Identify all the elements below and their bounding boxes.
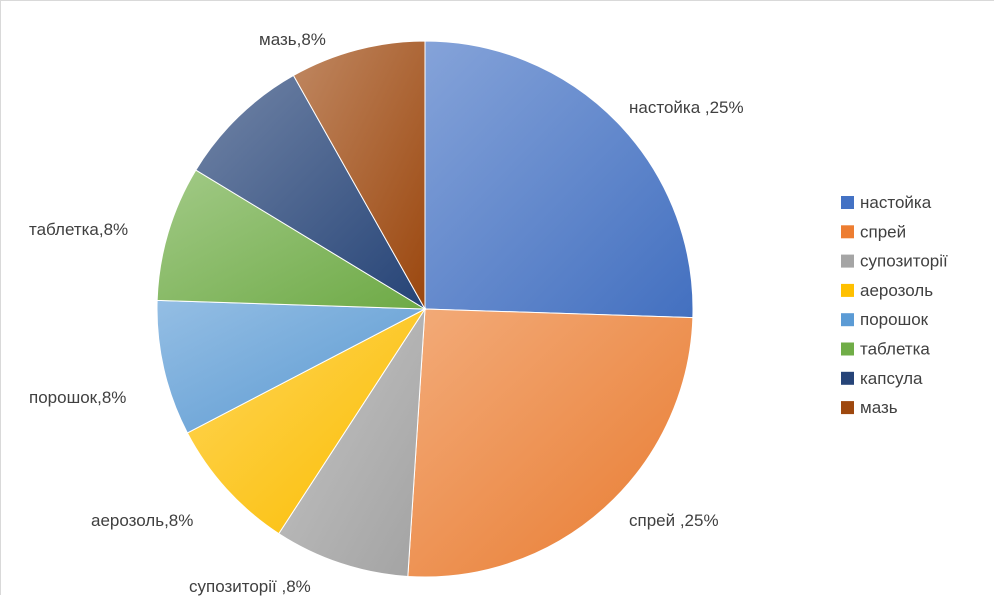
legend-label-порошок: порошок: [860, 310, 929, 329]
legend-label-капсула: капсула: [860, 369, 923, 388]
legend-swatch-мазь: [841, 401, 854, 415]
legend-swatch-спрей: [841, 225, 854, 239]
legend-swatch-капсула: [841, 371, 854, 385]
data-label-таблетка: таблетка,8%: [29, 220, 128, 239]
legend: настойка спрей супозиторії аерозоль порошок т…: [841, 193, 948, 417]
data-label-аерозоль: аерозоль,8%: [91, 511, 193, 530]
legend-label-супозиторії: супозиторії: [860, 252, 948, 271]
legend-label-спрей: спрей: [860, 222, 906, 241]
slice-таблетка: [156, 169, 427, 310]
legend-swatch-супозиторії: [841, 254, 854, 268]
slice-спрей: [407, 308, 694, 578]
data-label-настойка: настойка ,25%: [629, 98, 744, 117]
pie-slices: [156, 40, 694, 578]
legend-swatch-настойка: [841, 196, 854, 209]
legend-swatch-аерозоль: [841, 283, 854, 297]
data-label-спрей: спрей ,25%: [629, 511, 719, 530]
slice-порошок: [156, 299, 427, 434]
slice-мазь: [292, 40, 426, 311]
data-label-мазь: мазь,8%: [259, 30, 326, 49]
slice-супозиторії: [278, 307, 426, 577]
legend-label-настойка: настойка: [860, 193, 932, 212]
data-label-порошок: порошок,8%: [29, 388, 126, 407]
legend-label-мазь: мазь: [860, 398, 898, 417]
legend-label-аерозоль: аерозоль: [860, 281, 933, 300]
slice-аерозоль: [186, 307, 427, 535]
data-label-супозиторії: супозиторії ,8%: [189, 577, 311, 596]
legend-swatch-порошок: [841, 313, 854, 327]
legend-label-таблетка: таблетка: [860, 340, 930, 359]
slice-капсула: [195, 74, 427, 311]
slice-настойка: [424, 40, 694, 319]
pie-data-labels: настойка ,25% спрей ,25% супозиторії ,8% ае…: [29, 30, 744, 596]
legend-swatch-таблетка: [841, 342, 854, 356]
